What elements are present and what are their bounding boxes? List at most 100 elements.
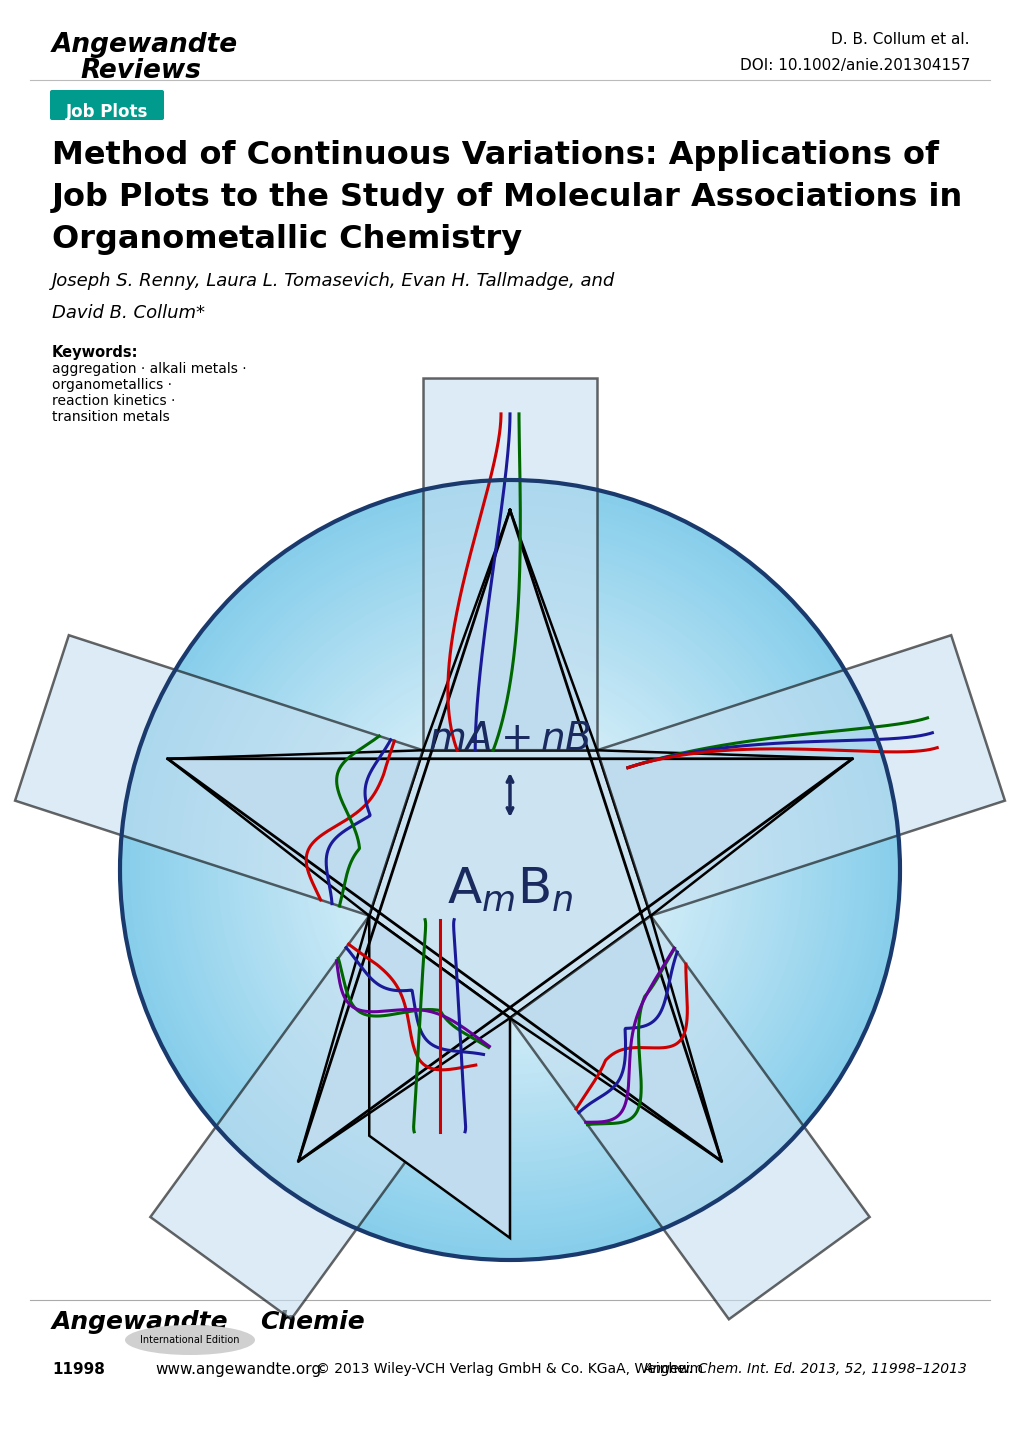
- Text: Joseph S. Renny, Laura L. Tomasevich, Evan H. Tallmadge, and: Joseph S. Renny, Laura L. Tomasevich, Ev…: [52, 273, 614, 290]
- Text: 11998: 11998: [52, 1363, 105, 1377]
- Text: International Edition: International Edition: [141, 1335, 239, 1345]
- Circle shape: [334, 695, 685, 1045]
- Circle shape: [222, 583, 797, 1158]
- Polygon shape: [369, 916, 510, 1239]
- Text: aggregation · alkali metals ·: aggregation · alkali metals ·: [52, 362, 247, 376]
- Polygon shape: [369, 750, 650, 1018]
- Circle shape: [217, 577, 802, 1162]
- Circle shape: [417, 777, 602, 963]
- Circle shape: [359, 720, 660, 1021]
- Text: Reviews: Reviews: [79, 58, 201, 84]
- Polygon shape: [510, 916, 869, 1319]
- Circle shape: [256, 617, 763, 1123]
- Circle shape: [455, 816, 564, 924]
- Circle shape: [397, 758, 622, 982]
- Circle shape: [461, 822, 558, 919]
- Circle shape: [485, 845, 534, 894]
- Circle shape: [436, 797, 583, 943]
- Circle shape: [408, 767, 611, 972]
- Circle shape: [159, 519, 860, 1221]
- Circle shape: [412, 773, 607, 968]
- Circle shape: [266, 626, 753, 1113]
- Circle shape: [236, 597, 783, 1144]
- Text: David B. Collum*: David B. Collum*: [52, 304, 205, 322]
- Circle shape: [145, 505, 874, 1236]
- Circle shape: [120, 480, 899, 1260]
- Text: Chemie: Chemie: [260, 1309, 365, 1334]
- Circle shape: [368, 728, 651, 1011]
- Text: $\mathrm{A}_m\mathrm{B}_n$: $\mathrm{A}_m\mathrm{B}_n$: [446, 865, 573, 914]
- Circle shape: [208, 568, 811, 1172]
- Text: Angewandte: Angewandte: [52, 1309, 228, 1334]
- Circle shape: [373, 734, 646, 1007]
- Polygon shape: [167, 510, 852, 1161]
- Circle shape: [427, 787, 592, 953]
- Circle shape: [441, 802, 578, 939]
- Circle shape: [451, 812, 568, 929]
- Circle shape: [471, 831, 548, 908]
- Circle shape: [290, 650, 729, 1089]
- Circle shape: [403, 763, 616, 978]
- Circle shape: [324, 685, 695, 1056]
- Circle shape: [242, 601, 777, 1138]
- Text: www.angewandte.org: www.angewandte.org: [155, 1363, 321, 1377]
- Circle shape: [344, 704, 675, 1035]
- Text: DOI: 10.1002/anie.201304157: DOI: 10.1002/anie.201304157: [739, 58, 969, 74]
- Text: Keywords:: Keywords:: [52, 345, 139, 360]
- Circle shape: [227, 587, 792, 1152]
- Circle shape: [129, 490, 890, 1250]
- Circle shape: [476, 836, 543, 904]
- Circle shape: [164, 523, 855, 1216]
- Circle shape: [388, 748, 631, 992]
- Circle shape: [329, 689, 690, 1050]
- Polygon shape: [150, 916, 510, 1319]
- Circle shape: [193, 554, 826, 1187]
- Circle shape: [285, 646, 734, 1094]
- Text: Organometallic Chemistry: Organometallic Chemistry: [52, 224, 522, 255]
- Text: Method of Continuous Variations: Applications of: Method of Continuous Variations: Applica…: [52, 140, 938, 172]
- Circle shape: [422, 782, 597, 957]
- Circle shape: [490, 851, 529, 890]
- Circle shape: [247, 607, 772, 1133]
- Circle shape: [280, 640, 739, 1099]
- Text: reaction kinetics ·: reaction kinetics ·: [52, 394, 175, 408]
- Polygon shape: [15, 634, 423, 916]
- Circle shape: [354, 714, 665, 1027]
- Circle shape: [320, 679, 699, 1060]
- Circle shape: [348, 709, 671, 1031]
- Circle shape: [296, 656, 723, 1084]
- Ellipse shape: [125, 1325, 255, 1355]
- Circle shape: [305, 665, 714, 1074]
- FancyBboxPatch shape: [50, 89, 164, 120]
- Text: © 2013 Wiley-VCH Verlag GmbH & Co. KGaA, Weinheim: © 2013 Wiley-VCH Verlag GmbH & Co. KGaA,…: [316, 1363, 703, 1376]
- Text: Job Plots: Job Plots: [66, 102, 148, 121]
- Circle shape: [276, 636, 743, 1105]
- Circle shape: [300, 660, 719, 1080]
- Circle shape: [504, 865, 515, 875]
- Circle shape: [392, 753, 627, 986]
- Circle shape: [252, 611, 767, 1129]
- Circle shape: [364, 724, 655, 1017]
- Circle shape: [315, 675, 704, 1066]
- Circle shape: [383, 743, 636, 996]
- Circle shape: [378, 738, 641, 1002]
- Text: Job Plots to the Study of Molecular Associations in: Job Plots to the Study of Molecular Asso…: [52, 182, 962, 213]
- Circle shape: [183, 544, 836, 1197]
- Circle shape: [173, 534, 846, 1207]
- Circle shape: [271, 632, 748, 1109]
- Polygon shape: [596, 634, 1004, 916]
- Text: D. B. Collum et al.: D. B. Collum et al.: [830, 32, 969, 48]
- Text: $mA + nB$: $mA + nB$: [428, 721, 591, 758]
- Circle shape: [310, 671, 709, 1070]
- Text: Angew. Chem. Int. Ed. 2013, 52, 11998–12013: Angew. Chem. Int. Ed. 2013, 52, 11998–12…: [643, 1363, 967, 1376]
- Circle shape: [495, 855, 524, 884]
- Circle shape: [499, 861, 520, 880]
- Polygon shape: [423, 378, 596, 750]
- Circle shape: [480, 841, 539, 900]
- Circle shape: [432, 792, 587, 947]
- Text: Angewandte: Angewandte: [52, 32, 237, 58]
- Circle shape: [466, 826, 553, 914]
- Circle shape: [261, 622, 758, 1119]
- Circle shape: [168, 529, 851, 1211]
- Text: transition metals: transition metals: [52, 410, 169, 424]
